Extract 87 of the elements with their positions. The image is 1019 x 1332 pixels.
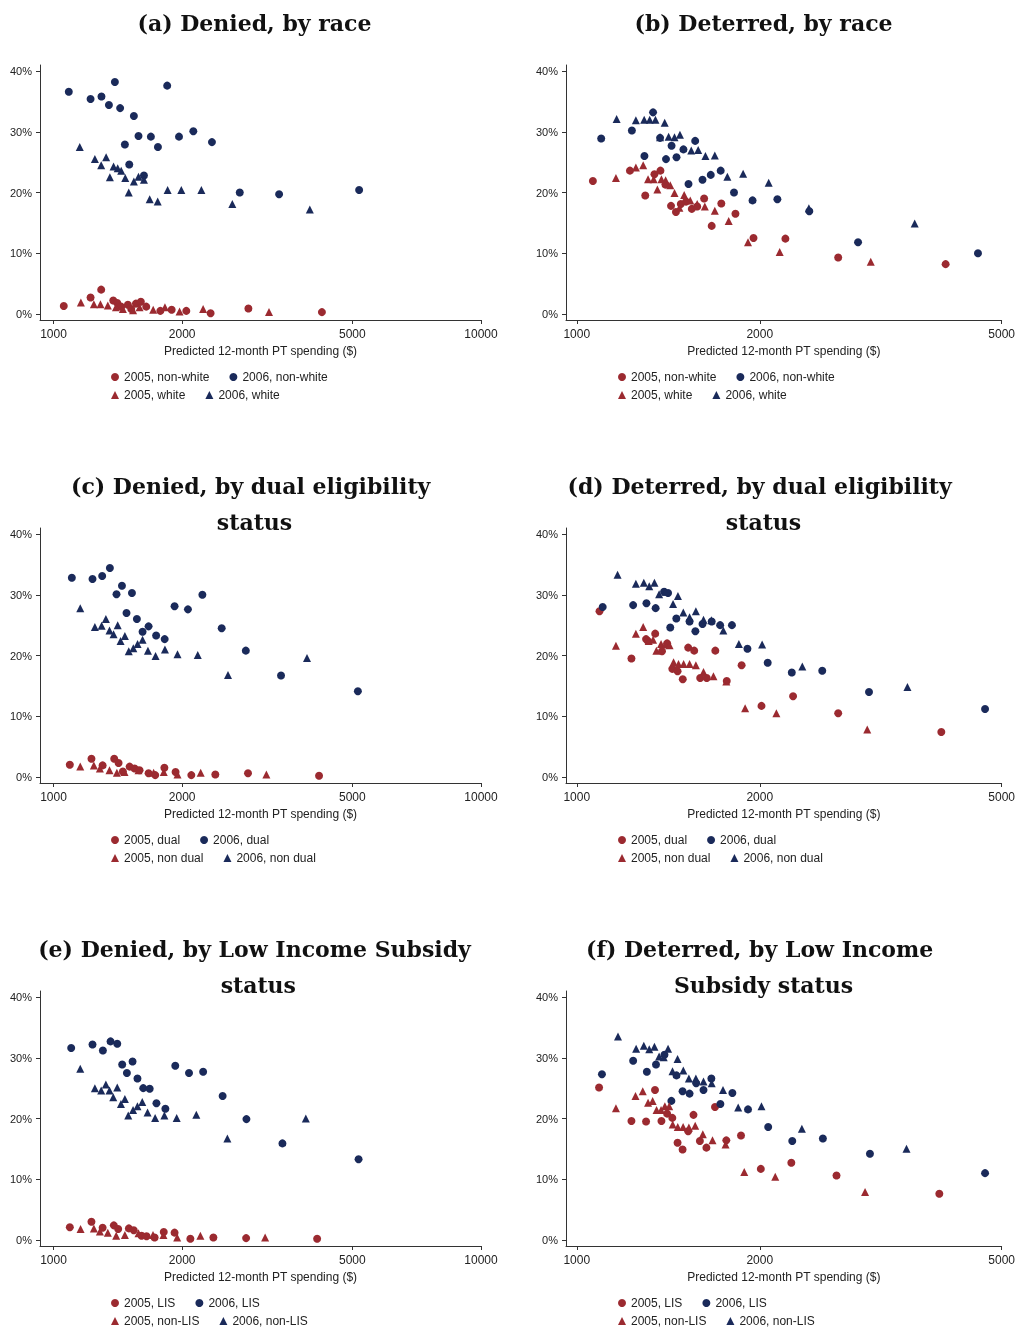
legend-label: 2006, LIS	[208, 1296, 260, 1310]
legend-label: 2005, non-white	[631, 370, 717, 384]
y-tick-label: 30%	[535, 125, 559, 138]
y-tick-label: 20%	[9, 1112, 33, 1125]
x-tick-label: 10000	[464, 327, 499, 341]
x-axis-title: Predicted 12-month PT spending ($)	[163, 1269, 358, 1284]
y-tick-label: 0%	[16, 307, 33, 320]
x-tick-label: 10000	[464, 1253, 499, 1267]
y-tick-label: 40%	[535, 65, 559, 78]
x-axis-title: Predicted 12-month PT spending ($)	[163, 806, 358, 821]
legend-label: 2005, LIS	[631, 1296, 683, 1310]
chart-title: (f) Deterred, by Low Income Subsidy status	[586, 936, 941, 998]
y-tick-label: 40%	[9, 65, 33, 78]
y-tick-label: 0%	[542, 307, 559, 320]
legend-label: 2005, non-LIS	[631, 1314, 707, 1328]
y-tick-label: 0%	[542, 1233, 559, 1246]
legend-label: 2006, white	[218, 388, 281, 402]
y-tick-label: 40%	[9, 528, 33, 541]
y-tick-label: 20%	[9, 649, 33, 662]
x-tick-label: 1000	[563, 327, 591, 341]
y-tick-label: 10%	[9, 1173, 33, 1186]
legend-label: 2006, non dual	[236, 851, 316, 865]
y-tick-label: 30%	[9, 125, 33, 138]
legend-label: 2005, non dual	[124, 851, 204, 865]
x-tick-label: 10000	[464, 790, 499, 804]
x-axis-title: Predicted 12-month PT spending ($)	[687, 1269, 881, 1284]
x-tick-label: 5000	[338, 327, 366, 341]
legend-label: 2006, dual	[213, 833, 270, 847]
legend-label: 2005, white	[631, 388, 693, 402]
chart-title: (b) Deterred, by race	[634, 10, 893, 36]
legend-label: 2006, white	[725, 388, 788, 402]
legend-label: 2006, non-white	[749, 370, 836, 384]
y-tick-label: 30%	[535, 588, 559, 601]
legend-label: 2006, non-LIS	[232, 1314, 308, 1328]
x-tick-label: 2000	[168, 327, 196, 341]
y-tick-label: 20%	[535, 186, 559, 199]
legend-label: 2005, non-LIS	[124, 1314, 200, 1328]
y-tick-label: 10%	[535, 1173, 559, 1186]
legend-label: 2006, non-LIS	[739, 1314, 815, 1328]
y-tick-label: 40%	[535, 991, 559, 1004]
legend-label: 2005, dual	[631, 833, 688, 847]
x-tick-label: 2000	[746, 1253, 774, 1267]
y-tick-label: 10%	[9, 710, 33, 723]
x-axis-title: Predicted 12-month PT spending ($)	[687, 343, 881, 358]
x-axis-title: Predicted 12-month PT spending ($)	[163, 343, 358, 358]
y-tick-label: 30%	[9, 1051, 33, 1064]
legend-label: 2006, dual	[720, 833, 777, 847]
legend-label: 2005, dual	[124, 833, 181, 847]
x-tick-label: 1000	[40, 790, 68, 804]
x-tick-label: 5000	[338, 790, 366, 804]
x-tick-label: 2000	[746, 327, 774, 341]
x-tick-label: 2000	[168, 1253, 196, 1267]
x-tick-label: 1000	[40, 1253, 68, 1267]
y-tick-label: 10%	[9, 247, 33, 260]
y-tick-label: 20%	[535, 1112, 559, 1125]
x-tick-label: 1000	[40, 327, 68, 341]
legend-label: 2005, LIS	[124, 1296, 176, 1310]
y-tick-label: 30%	[9, 588, 33, 601]
legend-label: 2006, non-white	[242, 370, 329, 384]
y-tick-label: 10%	[535, 247, 559, 260]
y-tick-label: 20%	[535, 649, 559, 662]
x-tick-label: 5000	[988, 790, 1016, 804]
chart-title: (c) Denied, by dual eligibility status	[71, 473, 438, 535]
chart-title: (e) Denied, by Low Income Subsidy status	[38, 936, 473, 998]
legend-label: 2005, non dual	[631, 851, 711, 865]
x-tick-label: 2000	[168, 790, 196, 804]
y-tick-label: 0%	[542, 770, 559, 783]
y-tick-label: 40%	[9, 991, 33, 1004]
legend-label: 2006, non dual	[743, 851, 823, 865]
chart-title: (a) Denied, by race	[137, 10, 372, 36]
legend-label: 2005, white	[124, 388, 186, 402]
x-axis-title: Predicted 12-month PT spending ($)	[687, 806, 881, 821]
x-tick-label: 2000	[746, 790, 774, 804]
legend-label: 2005, non-white	[124, 370, 210, 384]
x-tick-label: 5000	[338, 1253, 366, 1267]
y-tick-label: 40%	[535, 528, 559, 541]
x-tick-label: 5000	[988, 327, 1016, 341]
x-tick-label: 1000	[563, 1253, 591, 1267]
chart-title: (d) Deterred, by dual eligibility status	[567, 473, 960, 535]
y-tick-label: 10%	[535, 710, 559, 723]
y-tick-label: 0%	[16, 770, 33, 783]
legend-label: 2006, LIS	[715, 1296, 767, 1310]
x-tick-label: 1000	[563, 790, 591, 804]
y-tick-label: 0%	[16, 1233, 33, 1246]
y-tick-label: 20%	[9, 186, 33, 199]
x-tick-label: 5000	[988, 1253, 1016, 1267]
y-tick-label: 30%	[535, 1051, 559, 1064]
